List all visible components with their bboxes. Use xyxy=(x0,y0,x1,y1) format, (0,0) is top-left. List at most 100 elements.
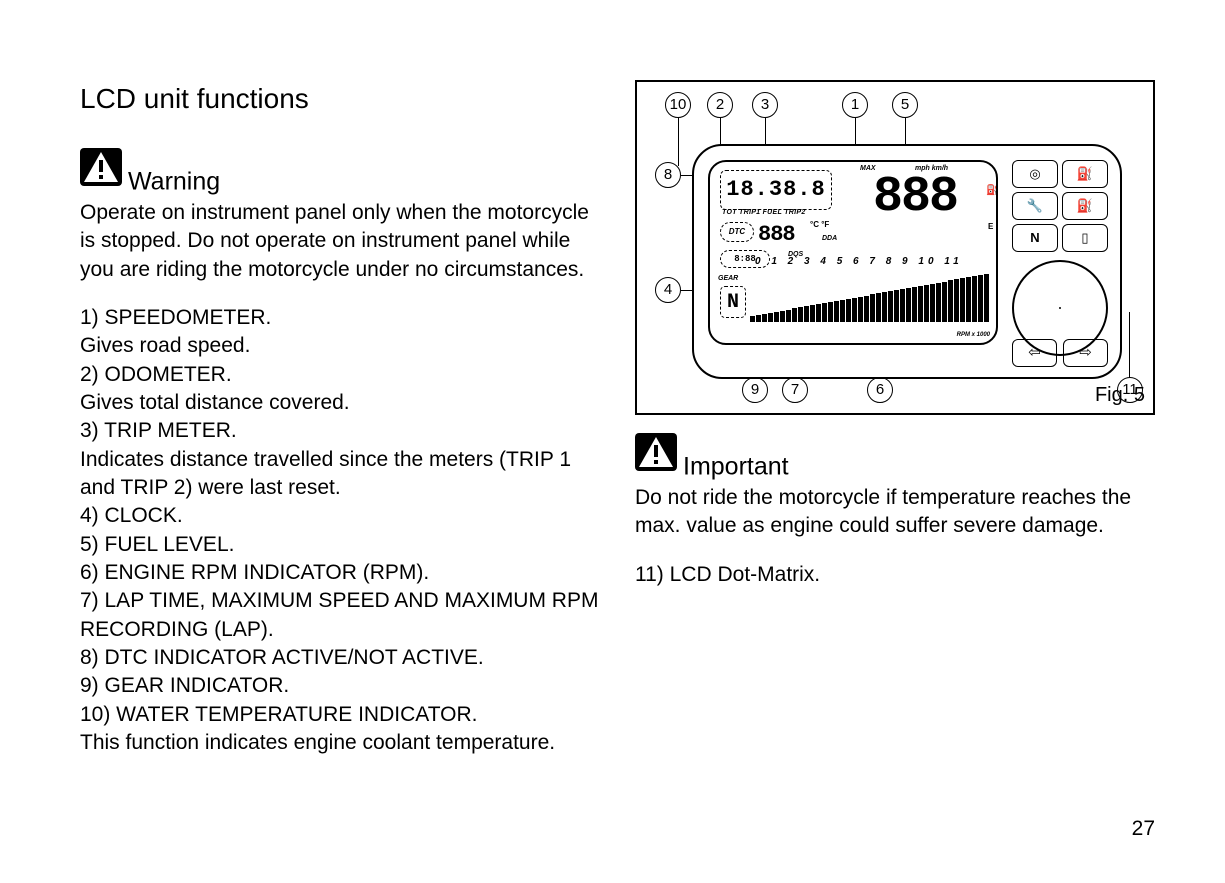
rpm-segment xyxy=(756,315,761,322)
rpm-segment xyxy=(924,285,929,322)
right-turn-icon: ⇨ xyxy=(1063,339,1108,367)
lcd-screen: 18.38.8 TOT TRIP1 FUEL TRIP2 MAX mph km/… xyxy=(708,160,998,345)
rpm-segment xyxy=(936,283,941,322)
rpm-segment xyxy=(810,305,815,322)
function-label: 10) WATER TEMPERATURE INDICATOR. xyxy=(80,701,605,729)
figure-caption: Fig. 5 xyxy=(1095,382,1145,409)
function-item: 10) WATER TEMPERATURE INDICATOR. This fu… xyxy=(80,701,605,758)
rpm-segment xyxy=(804,306,809,322)
function-item: 8) DTC INDICATOR ACTIVE/NOT ACTIVE. xyxy=(80,644,605,672)
rpm-segment xyxy=(852,298,857,322)
indicator-light: ◎ xyxy=(1012,160,1058,188)
rpm-segment xyxy=(816,304,821,322)
rpm-segment xyxy=(882,292,887,322)
odometer-display: 18.38.8 xyxy=(720,170,832,210)
odometer-labels: TOT TRIP1 FUEL TRIP2 xyxy=(722,208,806,217)
callout-10: 10 xyxy=(665,92,691,118)
rpm-segment xyxy=(822,303,827,322)
leader-line xyxy=(678,118,679,166)
function-item: 2) ODOMETER. Gives total distance covere… xyxy=(80,361,605,418)
callout-1: 1 xyxy=(842,92,868,118)
fuel-empty-label: E xyxy=(988,222,993,233)
warning-block: Warning Operate on instrument panel only… xyxy=(80,148,605,284)
rpm-segment xyxy=(978,275,983,322)
indicator-light: ▯ xyxy=(1062,224,1108,252)
function-label: 9) GEAR INDICATOR. xyxy=(80,672,605,700)
rpm-segment xyxy=(828,302,833,322)
fuel-pump-icon: ⛽ xyxy=(986,184,998,198)
temperature-display: 888 xyxy=(758,220,795,250)
rpm-segment xyxy=(840,300,845,322)
rpm-segment xyxy=(984,274,989,322)
indicator-light: ⛽ xyxy=(1062,160,1108,188)
two-column-layout: LCD unit functions Warning Operate on in… xyxy=(80,80,1155,757)
rpm-segment xyxy=(774,312,779,322)
neutral-light: N xyxy=(1012,224,1058,252)
callout-4: 4 xyxy=(655,277,681,303)
left-column: LCD unit functions Warning Operate on in… xyxy=(80,80,605,757)
function-list: 1) SPEEDOMETER. Gives road speed. 2) ODO… xyxy=(80,304,605,758)
function-desc: Gives road speed. xyxy=(80,332,605,360)
warning-heading: Warning xyxy=(128,167,220,195)
gear-indicator: N xyxy=(720,286,746,318)
rpm-segment xyxy=(780,311,785,322)
rpm-segment xyxy=(768,313,773,322)
dash-housing: 18.38.8 TOT TRIP1 FUEL TRIP2 MAX mph km/… xyxy=(692,144,1122,379)
function-label: 7) LAP TIME, MAXIMUM SPEED AND MAXIMUM R… xyxy=(80,587,605,644)
left-turn-icon: ⇦ xyxy=(1012,339,1057,367)
callout-2: 2 xyxy=(707,92,733,118)
indicator-lights-panel: ◎ ⛽ 🔧 ⛽ N ▯ xyxy=(1012,160,1108,252)
rpm-segment xyxy=(930,284,935,322)
function-label: 4) CLOCK. xyxy=(80,502,605,530)
speedometer-display: 888 xyxy=(850,167,980,229)
leader-line xyxy=(1129,312,1130,378)
rpm-segment xyxy=(834,301,839,322)
rpm-segment xyxy=(798,307,803,322)
function-label: 6) ENGINE RPM INDICATOR (RPM). xyxy=(80,559,605,587)
important-heading: Important xyxy=(683,452,789,480)
indicator-light: ⛽ xyxy=(1062,192,1108,220)
rpm-scale: 0 1 2 3 4 5 6 7 8 9 10 11 xyxy=(755,255,963,269)
rpm-segment xyxy=(918,286,923,322)
function-desc: Gives total distance covered. xyxy=(80,389,605,417)
rpm-segment xyxy=(942,282,947,322)
function-item: 3) TRIP METER. Indicates distance travel… xyxy=(80,417,605,502)
page: LCD unit functions Warning Operate on in… xyxy=(0,0,1225,883)
rpm-segment xyxy=(900,289,905,322)
function-label: 1) SPEEDOMETER. xyxy=(80,304,605,332)
gear-label: GEAR xyxy=(718,274,738,283)
rpm-segment xyxy=(792,308,797,322)
rpm-segment xyxy=(972,276,977,322)
rpm-segment xyxy=(762,314,767,322)
rpm-segment xyxy=(858,297,863,322)
rpm-segment xyxy=(954,279,959,322)
callout-3: 3 xyxy=(752,92,778,118)
warning-triangle-icon xyxy=(635,433,677,479)
rpm-segment xyxy=(888,291,893,322)
function-label: 5) FUEL LEVEL. xyxy=(80,531,605,559)
rpm-segment xyxy=(876,293,881,322)
rpm-segment xyxy=(960,278,965,322)
dtc-indicator: DTC xyxy=(720,222,754,242)
function-label: 8) DTC INDICATOR ACTIVE/NOT ACTIVE. xyxy=(80,644,605,672)
instrument-panel: 18.38.8 TOT TRIP1 FUEL TRIP2 MAX mph km/… xyxy=(692,144,1122,379)
warning-text: Operate on instrument panel only when th… xyxy=(80,201,589,281)
rpm-segment xyxy=(912,287,917,322)
rpm-bargraph xyxy=(750,272,990,322)
function-desc: This function indicates engine coolant t… xyxy=(80,729,605,757)
indicator-light: 🔧 xyxy=(1012,192,1058,220)
rpm-segment xyxy=(894,290,899,322)
dda-label: DDA xyxy=(822,234,837,243)
extra-line: 11) LCD Dot-Matrix. xyxy=(635,561,1155,589)
important-text: Do not ride the motorcycle if temperatur… xyxy=(635,486,1131,537)
turn-signal-panel: ⇦ ⇨ xyxy=(1012,339,1108,367)
warning-triangle-icon xyxy=(80,148,122,194)
function-item: 5) FUEL LEVEL. xyxy=(80,531,605,559)
function-item: 6) ENGINE RPM INDICATOR (RPM). xyxy=(80,559,605,587)
callout-7: 7 xyxy=(782,377,808,403)
rpm-segment xyxy=(870,294,875,322)
dot xyxy=(1059,307,1061,309)
rpm-segment xyxy=(966,277,971,322)
rpm-segment xyxy=(846,299,851,322)
rpm-segment xyxy=(948,280,953,322)
